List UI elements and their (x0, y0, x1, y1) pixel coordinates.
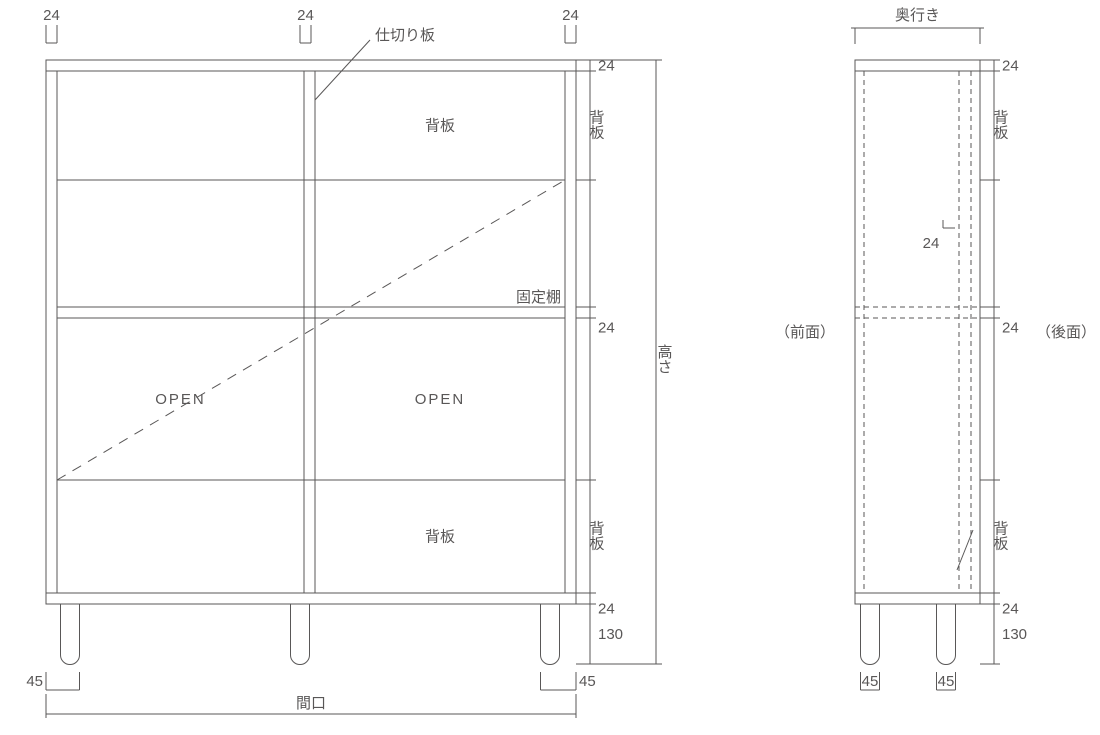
svg-text:背板: 背板 (992, 521, 1009, 551)
label-open-right: OPEN (415, 391, 466, 408)
svg-text:45: 45 (26, 673, 43, 690)
svg-text:24: 24 (297, 7, 314, 24)
svg-text:24: 24 (923, 235, 940, 252)
svg-text:背板: 背板 (992, 110, 1009, 140)
label-depth: 奥行き (895, 7, 940, 24)
label-front-face: （前面） (775, 324, 835, 341)
svg-text:130: 130 (1002, 626, 1027, 643)
svg-text:24: 24 (562, 7, 579, 24)
svg-text:24: 24 (1002, 601, 1019, 618)
svg-text:45: 45 (579, 673, 596, 690)
svg-text:24: 24 (598, 320, 615, 337)
svg-text:24: 24 (43, 7, 60, 24)
label-divider: 仕切り板 (375, 26, 435, 44)
label-rear-face: （後面） (1036, 324, 1096, 341)
svg-text:45: 45 (938, 673, 955, 690)
svg-text:24: 24 (598, 601, 615, 618)
label-fixed-shelf: 固定棚 (516, 289, 561, 306)
label-back-panel-top: 背板 (425, 117, 455, 135)
label-width: 間口 (296, 695, 326, 712)
svg-text:45: 45 (862, 673, 879, 690)
label-open-left: OPEN (155, 391, 206, 408)
svg-text:24: 24 (1002, 320, 1019, 337)
svg-text:24: 24 (1002, 58, 1019, 75)
svg-text:背板: 背板 (588, 110, 605, 140)
svg-text:130: 130 (598, 626, 623, 643)
label-height: 高さ (656, 344, 673, 374)
svg-text:背板: 背板 (588, 521, 605, 551)
label-back-panel-bottom: 背板 (425, 528, 455, 546)
